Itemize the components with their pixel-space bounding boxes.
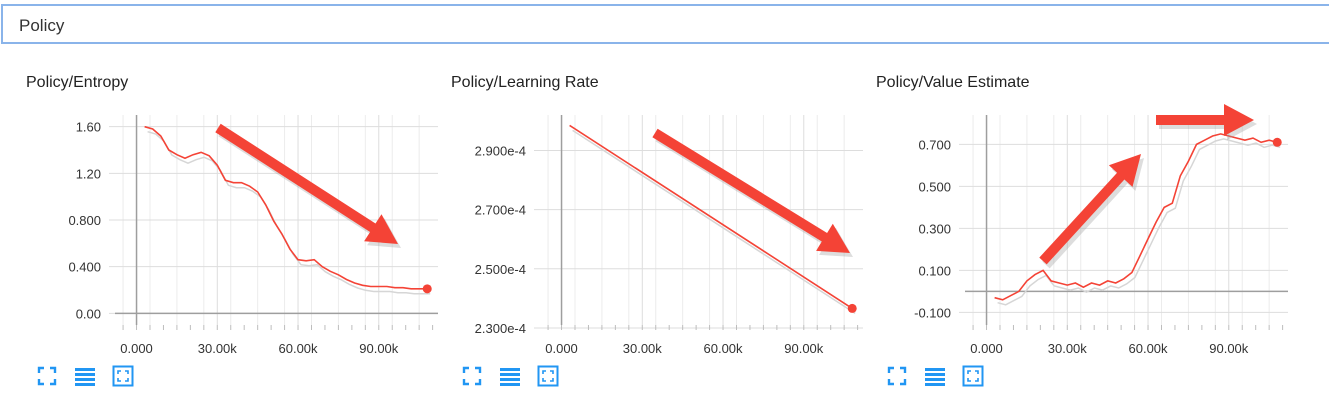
- x-tick-label: 0.000: [970, 341, 1003, 356]
- last-point-marker: [422, 284, 432, 294]
- x-tick-label: 30.00k: [198, 341, 238, 356]
- log-scale-icon[interactable]: [924, 365, 946, 387]
- y-tick-label: 1.60: [76, 120, 101, 135]
- raw-series-line: [572, 129, 856, 315]
- series-line: [994, 133, 1278, 301]
- section-header[interactable]: Policy: [1, 4, 1329, 44]
- x-tick-label: 30.00k: [1048, 341, 1088, 356]
- x-tick-label: 30.00k: [623, 341, 663, 356]
- log-scale-icon[interactable]: [499, 365, 521, 387]
- annotation-arrow: [215, 123, 398, 244]
- expand-icon[interactable]: [962, 365, 984, 387]
- chart-title: Policy/Entropy: [26, 74, 129, 91]
- y-tick-label: 0.800: [68, 213, 101, 228]
- annotation-arrow: [1039, 154, 1141, 265]
- chart-title: Policy/Learning Rate: [451, 74, 599, 91]
- chart-card-entropy: Policy/Entropy 0.000 30.00k 60.00k 90.00k 0.…: [0, 60, 438, 405]
- x-tick-label: 90.00k: [359, 341, 399, 356]
- x-tick-label: 60.00k: [279, 341, 319, 356]
- value-estimate-chart[interactable]: 0.000 30.00k 60.00k 90.00k -0.100 0.100 0.300 0…: [850, 60, 1290, 360]
- x-tick-label: 0.000: [545, 341, 578, 356]
- y-tick-label: 0.00: [76, 306, 101, 321]
- fit-domain-icon[interactable]: [886, 365, 908, 387]
- x-tick-label: 0.000: [120, 341, 153, 356]
- expand-icon[interactable]: [537, 365, 559, 387]
- learning-rate-chart[interactable]: 0.000 30.00k 60.00k 90.00k 2.300e-4 2.500e-4 2…: [425, 60, 865, 360]
- y-tick-label: 0.700: [918, 137, 951, 152]
- series-line: [569, 124, 853, 310]
- y-tick-label: 2.500e-4: [475, 262, 526, 277]
- y-tick-label: 2.700e-4: [475, 203, 526, 218]
- annotation-arrow: [1156, 104, 1254, 136]
- raw-series-line: [997, 138, 1281, 306]
- y-tick-label: 0.100: [918, 263, 951, 278]
- last-point-marker: [847, 303, 857, 313]
- series-line: [144, 125, 428, 290]
- x-tick-label: 90.00k: [784, 341, 824, 356]
- chart-card-learning-rate: Policy/Learning Rate 0.000 30.00k 60.00k 90…: [425, 60, 863, 405]
- expand-icon[interactable]: [112, 365, 134, 387]
- y-tick-label: 1.20: [76, 166, 101, 181]
- chart-title: Policy/Value Estimate: [876, 74, 1030, 91]
- y-tick-label: -0.100: [914, 305, 951, 320]
- y-tick-label: 2.300e-4: [475, 321, 526, 336]
- last-point-marker: [1272, 137, 1282, 147]
- fit-domain-icon[interactable]: [36, 365, 58, 387]
- y-tick-label: 0.300: [918, 221, 951, 236]
- x-tick-label: 60.00k: [704, 341, 744, 356]
- y-tick-label: 0.500: [918, 179, 951, 194]
- y-tick-label: 2.900e-4: [475, 143, 526, 158]
- chart-card-value-estimate: Policy/Value Estimate 0.000 30.00k 60.00k 9…: [850, 60, 1288, 405]
- entropy-chart[interactable]: 0.000 30.00k 60.00k 90.00k 0.00 0.400 0.800 1.2…: [0, 60, 440, 360]
- section-title: Policy: [19, 16, 65, 35]
- x-tick-label: 60.00k: [1129, 341, 1169, 356]
- x-tick-label: 90.00k: [1209, 341, 1249, 356]
- fit-domain-icon[interactable]: [461, 365, 483, 387]
- y-tick-label: 0.400: [68, 260, 101, 275]
- annotation-arrow: [652, 128, 850, 253]
- log-scale-icon[interactable]: [74, 365, 96, 387]
